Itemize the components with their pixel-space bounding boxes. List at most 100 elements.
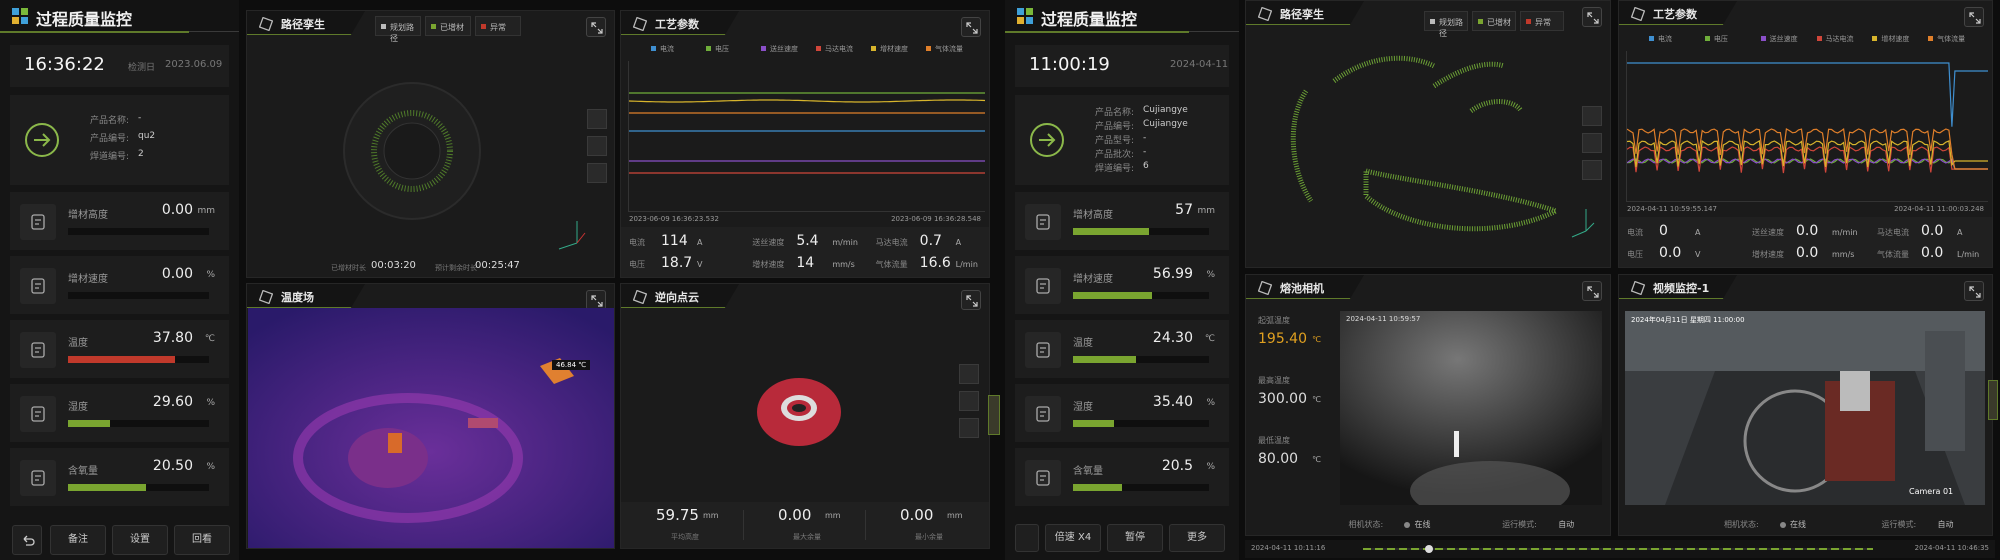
stat-label: 平均高度 — [671, 533, 699, 541]
screen-left: 过程质量监控 16:36:22 检测日 2023.06.09 产品名称: - 产品编号: qu… — [0, 8, 1000, 555]
legend-swatch — [1478, 19, 1483, 24]
legend-item: 增材速度 — [1872, 34, 1909, 44]
reading-unit: A — [1957, 228, 1963, 237]
panel-title: 逆向点云 — [655, 291, 699, 304]
action-button[interactable]: 暂停 — [1107, 524, 1163, 552]
expand-button[interactable] — [961, 17, 981, 37]
metric-icon — [1025, 268, 1061, 304]
metric-card: 含氧量 20.50% — [10, 448, 229, 506]
status-dot — [1780, 522, 1786, 528]
action-button[interactable]: 更多 — [1169, 524, 1225, 552]
title-chip — [1619, 1, 1737, 25]
metric-track — [1073, 484, 1209, 491]
legend-item: 异常 — [475, 16, 521, 36]
tool-button[interactable] — [587, 163, 607, 183]
graphic — [1290, 55, 1563, 232]
trend-line — [1627, 128, 1988, 170]
expand-button[interactable] — [586, 17, 606, 37]
graphic — [1036, 406, 1050, 422]
tool-button[interactable] — [959, 391, 979, 411]
stat-value: 59.75 — [656, 506, 699, 524]
tool-button[interactable] — [1582, 106, 1602, 126]
metric-track — [1073, 292, 1209, 299]
metric-track — [1073, 420, 1209, 427]
legend-swatch — [1526, 19, 1531, 24]
graphic — [1587, 286, 1599, 298]
legend-item: 已增材 — [425, 16, 471, 36]
metric-value: 29.60 — [152, 394, 193, 410]
metric-label: 湿度 — [68, 402, 88, 413]
timeline-handle[interactable] — [1425, 545, 1433, 553]
reading-value: 14 — [796, 255, 815, 271]
product-value: - — [138, 113, 142, 123]
tool-button[interactable] — [1582, 133, 1602, 153]
title-chip — [621, 284, 739, 308]
metric-value: 35.40 — [1152, 394, 1193, 410]
graphic — [576, 232, 586, 244]
tool-button[interactable] — [1582, 160, 1602, 180]
collapse-tab[interactable] — [988, 395, 1000, 435]
mode-label: 运行模式: — [1502, 520, 1537, 529]
expand-button[interactable] — [586, 290, 606, 310]
timeline-track — [1363, 548, 1873, 550]
panel: 熔池相机 起弧温度 195.40 ℃ 最高温度 300.00 ℃ 最低温度 80.00 ℃ 2024… — [1245, 274, 1611, 536]
expand-button[interactable] — [1582, 281, 1602, 301]
stat-unit: mm — [703, 511, 719, 520]
expand-button[interactable] — [961, 290, 981, 310]
expand-button[interactable] — [1964, 7, 1984, 27]
action-button[interactable]: 回看 — [174, 525, 230, 555]
legend-swatch — [926, 46, 931, 51]
metric-fill — [1073, 484, 1122, 491]
panel-icon — [259, 17, 273, 31]
legend-text: 气体流量 — [935, 45, 963, 53]
graphic — [1571, 209, 1595, 238]
title-chip — [621, 11, 739, 35]
expand-button[interactable] — [1582, 7, 1602, 27]
tool-button[interactable] — [587, 136, 607, 156]
action-button[interactable]: 备注 — [50, 525, 106, 555]
back-button[interactable] — [1015, 524, 1039, 552]
expand-icon — [591, 295, 603, 307]
metric-icon — [1025, 396, 1061, 432]
date-label: 检测日 — [128, 63, 156, 73]
back-icon — [23, 535, 35, 546]
product-box: 产品名称: Cujiangye 产品编号: Cujiangye 产品型号: - 产品批次: -… — [1015, 95, 1229, 185]
divider — [865, 510, 866, 540]
action-button[interactable]: 倍速 X4 — [1045, 524, 1101, 552]
legend-text: 增材速度 — [880, 45, 908, 53]
expand-button[interactable] — [1964, 281, 1984, 301]
action-button[interactable]: 设置 — [112, 525, 168, 555]
legend-swatch — [1649, 36, 1654, 41]
legend-text: 马达电流 — [1825, 35, 1854, 43]
side-tab[interactable] — [1988, 380, 1998, 420]
metric-label: 湿度 — [1073, 402, 1093, 413]
back-button[interactable] — [12, 525, 42, 555]
product-label: 产品编号: — [1095, 122, 1135, 132]
graphic — [591, 295, 603, 307]
stat-label: 预计剩余时长 — [435, 264, 477, 272]
metric-unit: % — [206, 398, 215, 408]
product-value: - — [1143, 147, 1147, 157]
metric-track — [1073, 356, 1209, 363]
temp-unit: ℃ — [1312, 395, 1321, 404]
expand-icon — [966, 22, 978, 34]
time-end: 2023-06-09 16:36:28.548 — [891, 215, 981, 223]
status-label: 相机状态: — [1724, 520, 1759, 529]
legend-text: 送丝速度 — [770, 45, 798, 53]
tool-button[interactable] — [587, 109, 607, 129]
tool-button[interactable] — [959, 364, 979, 384]
graphic — [383, 122, 441, 180]
tool-button[interactable] — [959, 418, 979, 438]
reading-label: 马达电流 — [1877, 228, 1909, 237]
graphic — [1432, 61, 1505, 89]
legend-text: 电压 — [715, 45, 729, 53]
metric-value: 0.00 — [161, 202, 193, 218]
metric-label: 温度 — [68, 338, 88, 349]
graphic — [1030, 123, 1064, 157]
divider — [743, 510, 744, 540]
graphic — [1840, 371, 1870, 411]
graphic — [25, 123, 59, 157]
panel: 温度场 46.84 ℃ — [246, 283, 615, 549]
graphic — [293, 393, 523, 523]
metric-label: 含氧量 — [1073, 466, 1103, 477]
